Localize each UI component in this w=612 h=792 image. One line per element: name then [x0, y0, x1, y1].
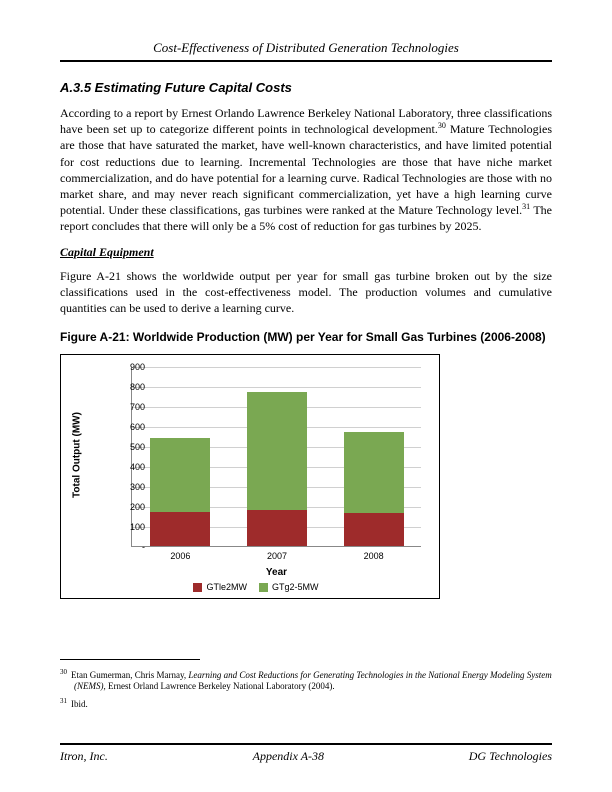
chart-y-tick: 700 [105, 402, 145, 412]
footer-left: Itron, Inc. [60, 749, 108, 764]
footer-center: Appendix A-38 [253, 749, 324, 764]
chart-gridline [132, 387, 421, 388]
chart-bar-segment [344, 432, 404, 513]
footnote-30: 30Etan Gumerman, Chris Marnay, Learning … [60, 668, 552, 693]
section-heading: A.3.5 Estimating Future Capital Costs [60, 80, 552, 95]
chart-legend: GTle2MW GTg2-5MW [61, 582, 439, 592]
chart-y-tick: 200 [105, 502, 145, 512]
footnote-31-text: Ibid. [71, 699, 88, 709]
chart-y-tick: 300 [105, 482, 145, 492]
footer-right: DG Technologies [469, 749, 552, 764]
footnote-30-text-a: Etan Gumerman, Chris Marnay, [71, 670, 188, 680]
footnote-30-text-b: Ernest Orland Lawrence Berkeley National… [108, 681, 335, 691]
chart-plot-area: Year 200620072008 [131, 367, 421, 547]
chart-y-tick: 800 [105, 382, 145, 392]
footnote-separator [60, 659, 200, 660]
chart-y-tick: 400 [105, 462, 145, 472]
legend-label: GTle2MW [206, 582, 247, 592]
chart-y-tick: 500 [105, 442, 145, 452]
footnote-30-num: 30 [60, 668, 67, 676]
chart-y-tick: - [105, 542, 145, 552]
sub-heading: Capital Equipment [60, 245, 552, 260]
body-paragraph-2: Figure A-21 shows the worldwide output p… [60, 268, 552, 317]
para1-text-b: Mature Technologies are those that have … [60, 122, 552, 217]
chart-x-tick: 2008 [344, 551, 404, 561]
chart-bar-segment [247, 510, 307, 546]
chart-bar-segment [344, 513, 404, 546]
footnote-31-num: 31 [60, 697, 67, 705]
chart-bar-segment [150, 438, 210, 512]
chart-x-tick: 2007 [247, 551, 307, 561]
legend-swatch [259, 583, 268, 592]
footnote-ref-31: 31 [522, 202, 530, 211]
page-header-title: Cost-Effectiveness of Distributed Genera… [60, 40, 552, 62]
chart-x-axis-label: Year [132, 567, 421, 578]
chart-y-axis-label: Total Output (MW) [72, 412, 83, 498]
chart-y-tick: 900 [105, 362, 145, 372]
chart-container: Total Output (MW) Year 200620072008 GTle… [60, 354, 440, 599]
legend-swatch [193, 583, 202, 592]
legend-label: GTg2-5MW [272, 582, 319, 592]
chart-bar-segment [247, 392, 307, 510]
chart-bar-segment [150, 512, 210, 546]
body-paragraph-1: According to a report by Ernest Orlando … [60, 105, 552, 235]
chart-y-tick: 100 [105, 522, 145, 532]
chart-y-tick: 600 [105, 422, 145, 432]
figure-caption: Figure A-21: Worldwide Production (MW) p… [60, 330, 552, 346]
chart-x-tick: 2006 [150, 551, 210, 561]
chart-gridline [132, 367, 421, 368]
footnote-31: 31 Ibid. [60, 697, 552, 711]
footnote-ref-30: 30 [438, 121, 446, 130]
page-footer: Itron, Inc. Appendix A-38 DG Technologie… [60, 743, 552, 764]
